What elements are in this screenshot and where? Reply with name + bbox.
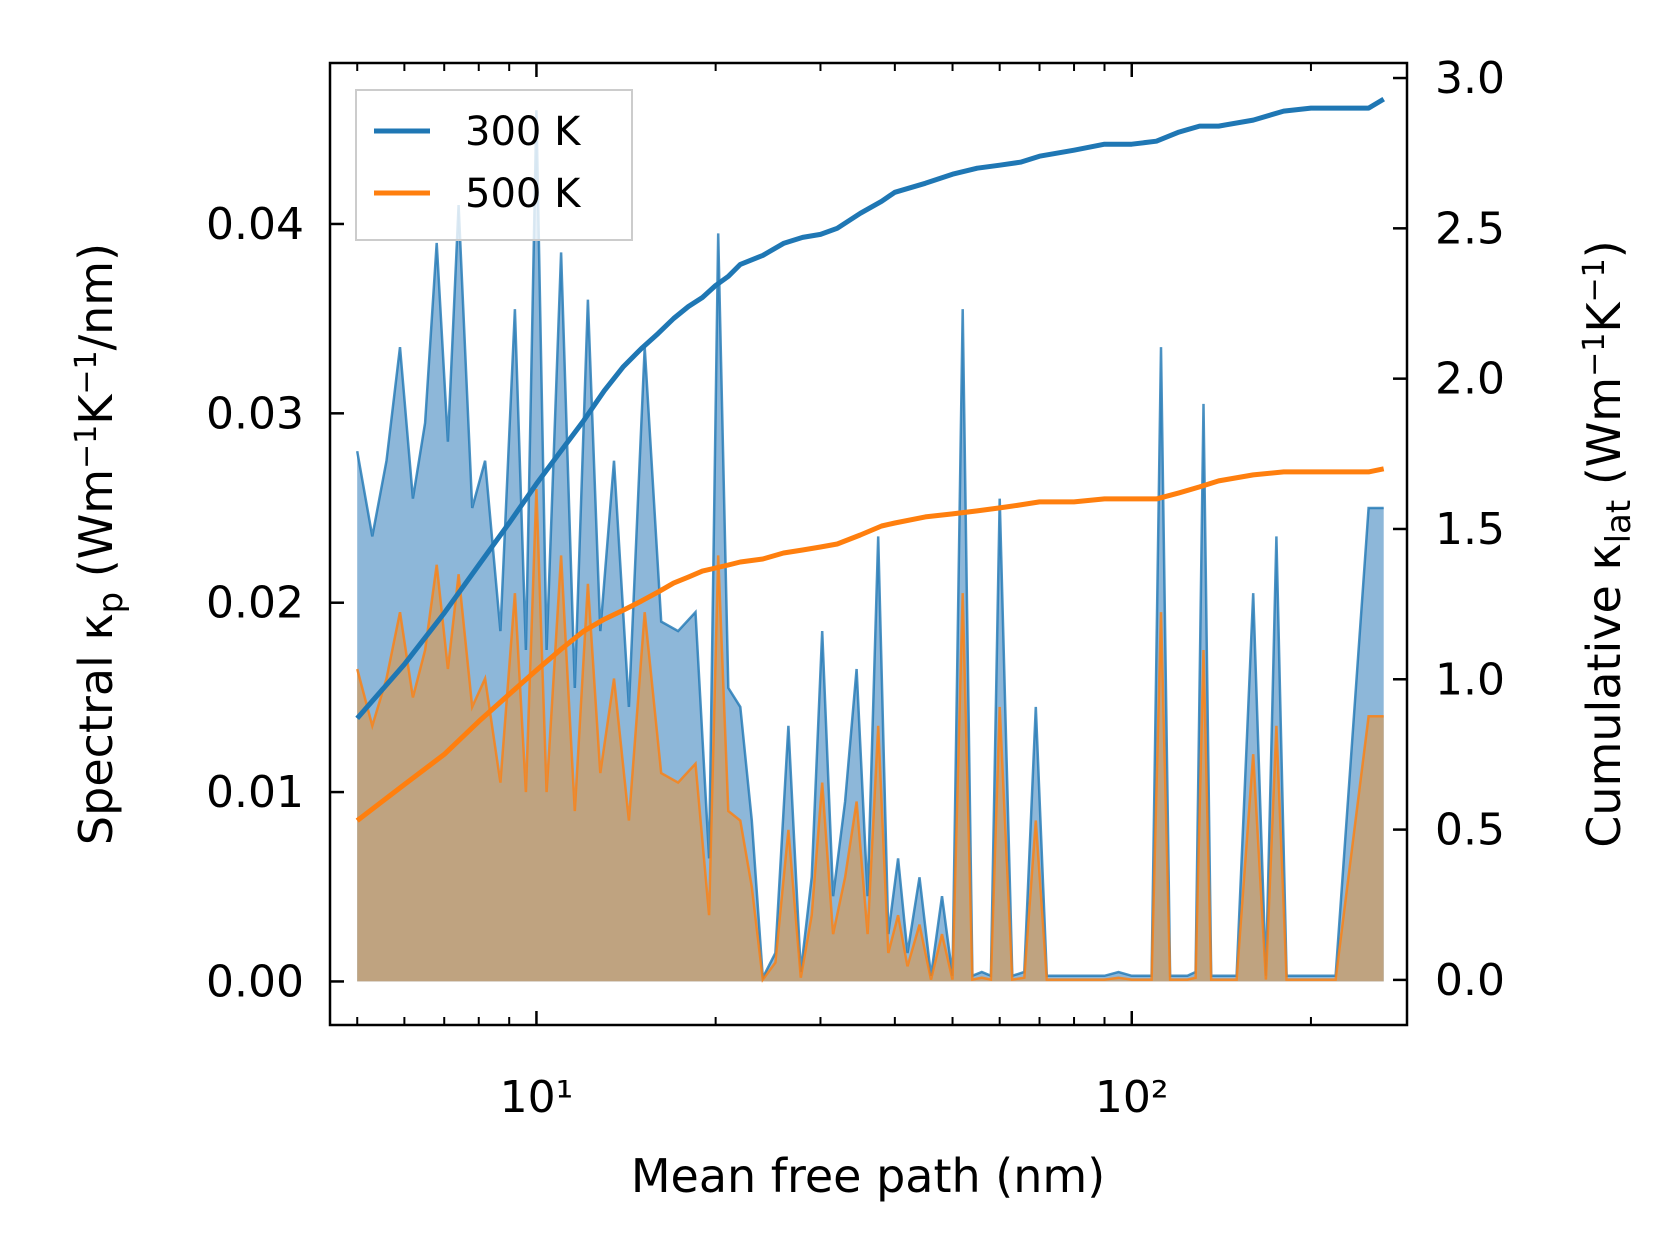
cumulative-line-300k [355,96,1385,721]
cumulative-line-500k [355,466,1385,823]
y-right-tick-label: 0.5 [1435,805,1505,856]
y-right-tick-label: 3.0 [1435,53,1505,104]
spectral-line-500k [355,489,1384,983]
legend-box [355,89,633,241]
y-right-tick-label: 1.0 [1435,654,1505,705]
axis-ticks: 10¹ 10² 0.00 0.01 0.02 0.03 0.04 0.0 0.5 1.0 1.5 2.… [206,53,1505,1123]
y-right-tick-label: 1.5 [1435,504,1505,555]
axes-frame [328,61,1409,1027]
plot-area [355,96,1385,983]
y-left-tick-label: 0.00 [206,956,304,1007]
left-y-axis-title: Spectral κp (Wm−1K−1/nm) [69,243,131,845]
y-left-tick-label: 0.03 [206,388,304,439]
spectral-area-500k [357,489,1384,982]
y-right-tick-label: 2.0 [1435,354,1505,405]
y-left-tick-label: 0.02 [206,578,304,629]
legend-label-500k: 500 K [465,171,582,217]
y-right-tick-label: 2.5 [1435,203,1505,254]
y-left-tick-label: 0.01 [206,767,304,818]
y-right-tick-label: 0.0 [1435,955,1505,1006]
x-tick-label: 10¹ [500,1072,574,1123]
legend: 300 K 500 K [355,89,633,241]
right-y-axis-title: Cumulative κlat (Wm−1K−1) [1577,240,1639,847]
legend-label-300k: 300 K [465,109,582,155]
y-left-tick-label: 0.04 [206,199,304,250]
x-axis-title: Mean free path (nm) [631,1149,1105,1203]
x-tick-label: 10² [1095,1072,1169,1123]
